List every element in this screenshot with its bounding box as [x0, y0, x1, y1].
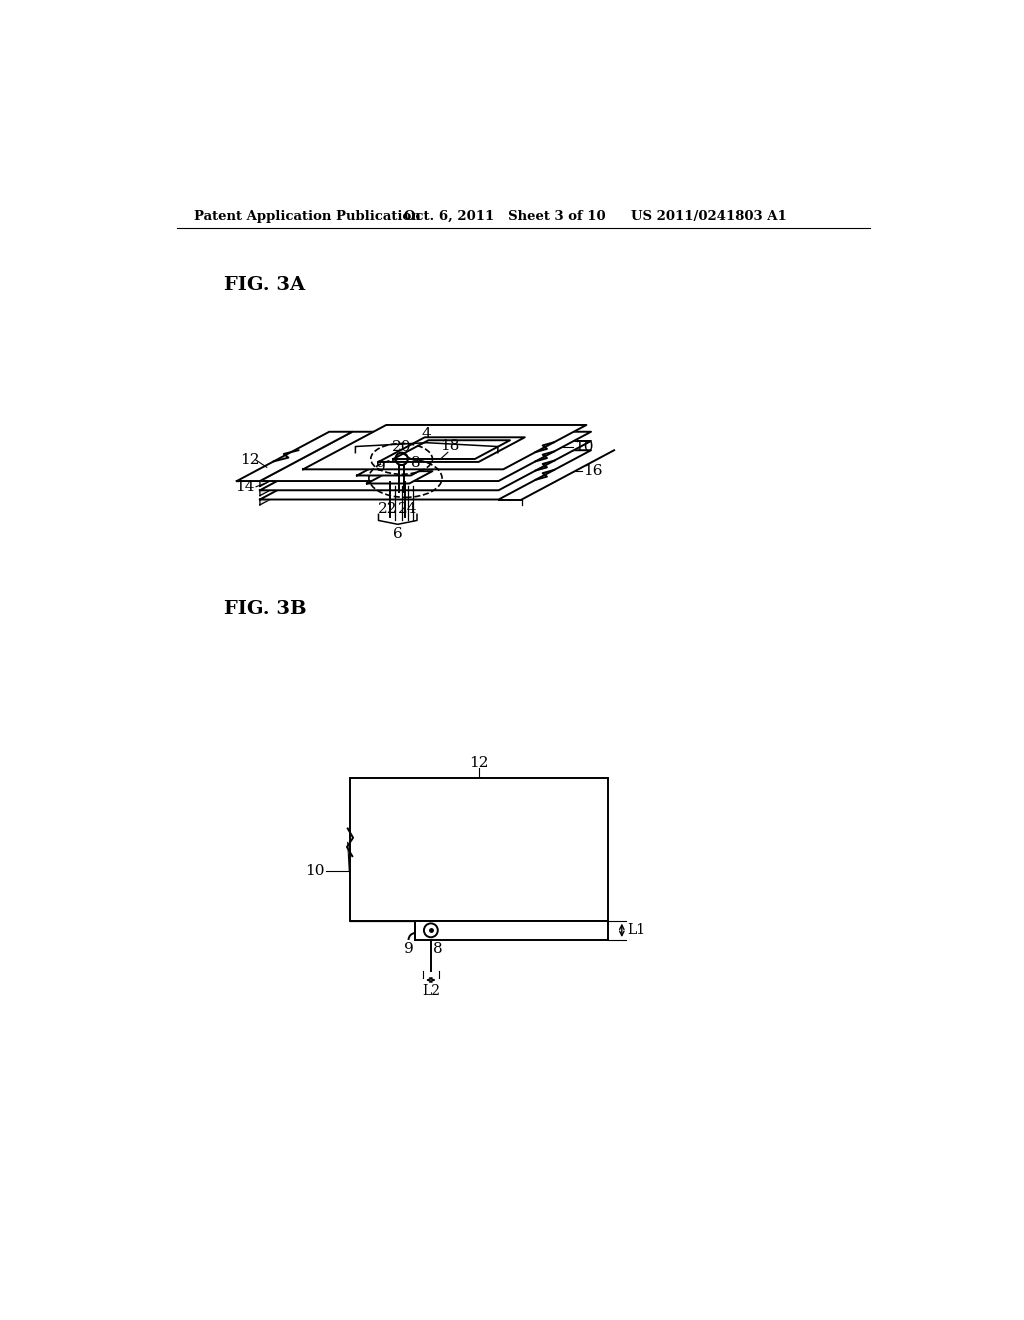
Text: 10: 10 [574, 440, 594, 454]
Text: US 2011/0241803 A1: US 2011/0241803 A1 [631, 210, 786, 223]
Text: 24: 24 [398, 502, 418, 516]
Polygon shape [260, 450, 591, 499]
Bar [350, 779, 608, 921]
Text: 14: 14 [236, 479, 255, 494]
Polygon shape [237, 432, 352, 480]
Text: L2: L2 [422, 983, 440, 998]
Polygon shape [357, 461, 438, 475]
Text: 8: 8 [433, 942, 442, 956]
Text: 9: 9 [377, 459, 386, 474]
Text: 22: 22 [378, 502, 397, 516]
Polygon shape [260, 441, 591, 490]
Text: Oct. 6, 2011   Sheet 3 of 10: Oct. 6, 2011 Sheet 3 of 10 [403, 210, 605, 223]
Text: 9: 9 [404, 942, 414, 956]
Text: 8: 8 [411, 455, 421, 470]
Polygon shape [260, 432, 591, 480]
Bar [416, 921, 608, 940]
Text: 20: 20 [392, 440, 412, 454]
Text: FIG. 3A: FIG. 3A [224, 276, 305, 294]
Polygon shape [303, 425, 587, 470]
Text: L1: L1 [628, 923, 645, 937]
Text: 4: 4 [422, 428, 431, 441]
Polygon shape [367, 471, 432, 483]
Text: 18: 18 [439, 440, 459, 453]
Polygon shape [260, 441, 352, 496]
Text: 10: 10 [305, 863, 325, 878]
Text: 6: 6 [393, 527, 402, 541]
Text: 12: 12 [469, 756, 488, 770]
Polygon shape [260, 432, 352, 487]
Text: Patent Application Publication: Patent Application Publication [194, 210, 421, 223]
Polygon shape [260, 450, 352, 506]
Text: 16: 16 [584, 465, 603, 478]
Text: 12: 12 [240, 453, 259, 467]
Text: FIG. 3B: FIG. 3B [224, 599, 307, 618]
